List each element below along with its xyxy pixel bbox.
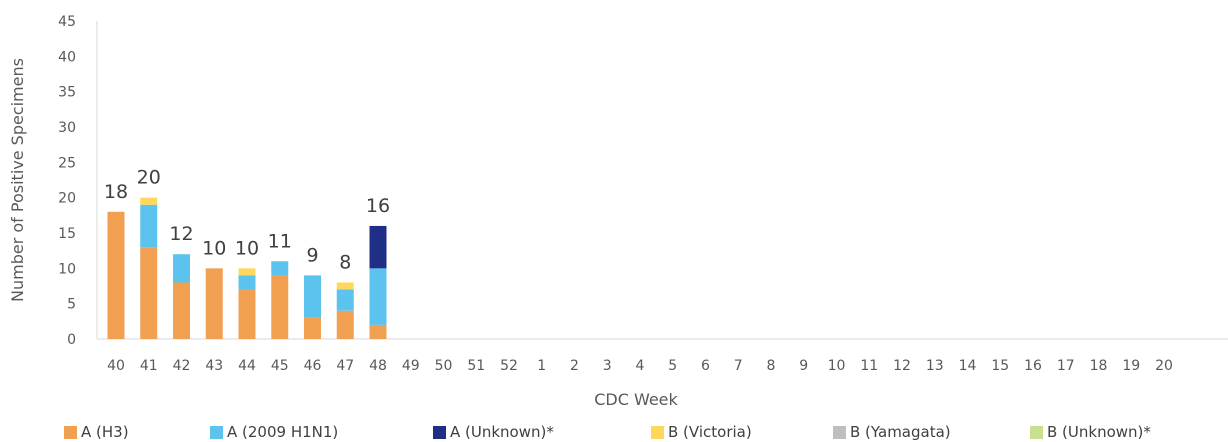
bars [107, 197, 387, 339]
bar-segment [271, 275, 289, 339]
bar-segment [238, 289, 256, 339]
bar-segment [304, 317, 321, 339]
legend-label: A (Unknown)* [450, 423, 554, 441]
legend-swatch [1030, 425, 1043, 439]
bar-segment [238, 268, 256, 276]
y-tick-label: 25 [58, 155, 76, 171]
bar-total-labels: 18 20 12 10 10 11 9 8 16 [104, 167, 390, 274]
x-tick-label: 42 [173, 358, 191, 374]
x-tick-label: 51 [467, 358, 485, 374]
bar-segment [336, 289, 354, 311]
x-tick-label: 17 [1057, 358, 1075, 374]
bar-segment [140, 247, 158, 339]
bar-segment [369, 225, 387, 269]
y-tick-label: 20 [58, 191, 76, 207]
legend-label: A (H3) [81, 423, 129, 441]
legend-swatch [210, 425, 223, 439]
x-tick-label: 10 [828, 358, 846, 374]
bar-segment [369, 268, 387, 325]
y-tick-label: 15 [58, 226, 76, 242]
bar-total-label: 10 [235, 237, 259, 259]
bar-segment [271, 261, 289, 276]
x-tick-label: 2 [570, 358, 579, 374]
x-tick-label: 18 [1090, 358, 1108, 374]
bar-segment [173, 254, 190, 283]
x-tick-label: 9 [799, 358, 808, 374]
y-axis-ticks: 0 5 10 15 20 25 30 35 40 45 [58, 14, 76, 348]
y-tick-label: 0 [67, 332, 76, 348]
legend-item: B (Unknown)* [1030, 423, 1151, 441]
x-tick-label: 4 [636, 358, 645, 374]
bar-total-label: 9 [306, 244, 318, 266]
legend: A (H3) A (2009 H1N1) A (Unknown)* B (Victor… [64, 423, 1228, 442]
y-tick-label: 35 [58, 85, 76, 101]
bar-segment [238, 275, 256, 290]
bar-total-label: 16 [366, 195, 390, 217]
x-tick-label: 5 [668, 358, 677, 374]
legend-label: B (Victoria) [668, 423, 752, 441]
legend-label: B (Unknown)* [1047, 423, 1151, 441]
x-tick-label: 15 [991, 358, 1009, 374]
x-tick-label: 7 [734, 358, 743, 374]
x-tick-label: 43 [205, 358, 223, 374]
bar-segment [336, 282, 354, 290]
x-axis-title: CDC Week [594, 390, 678, 409]
y-axis-title: Number of Positive Specimens [8, 58, 27, 302]
x-tick-label: 52 [500, 358, 518, 374]
x-tick-label: 3 [603, 358, 612, 374]
legend-swatch [433, 425, 446, 439]
bar-total-label: 20 [137, 167, 161, 189]
legend-label: A (2009 H1N1) [227, 423, 339, 441]
legend-swatch [64, 425, 77, 439]
x-tick-label: 41 [140, 358, 158, 374]
x-tick-label: 47 [336, 358, 354, 374]
bar-segment [140, 204, 158, 248]
x-tick-label: 49 [402, 358, 420, 374]
x-axis-ticks: 40 41 42 43 44 45 46 47 48 49 50 51 52 1 2 3 4 5 6 7 8 9 10 11 1… [107, 358, 1173, 374]
x-tick-label: 20 [1155, 358, 1173, 374]
x-tick-label: 50 [435, 358, 453, 374]
y-tick-label: 45 [58, 14, 76, 30]
bar-segment [140, 197, 158, 205]
x-tick-label: 19 [1122, 358, 1140, 374]
x-tick-label: 16 [1024, 358, 1042, 374]
y-tick-label: 30 [58, 120, 76, 136]
bar-segment [336, 310, 354, 339]
legend-item: A (H3) [64, 423, 129, 441]
bar-segment [304, 275, 321, 318]
x-tick-label: 12 [893, 358, 911, 374]
bar-segment [107, 211, 125, 339]
x-tick-label: 40 [107, 358, 125, 374]
legend-item: B (Yamagata) [833, 423, 951, 441]
bar-segment [173, 282, 190, 339]
legend-swatch [833, 425, 846, 439]
legend-item: B (Victoria) [651, 423, 752, 441]
bar-segment [369, 324, 387, 339]
bar-total-label: 11 [268, 230, 292, 252]
x-tick-label: 13 [926, 358, 944, 374]
bar-segment [205, 268, 223, 339]
legend-swatch [651, 425, 664, 439]
legend-item: A (2009 H1N1) [210, 423, 338, 441]
x-tick-label: 44 [238, 358, 256, 374]
legend-label: B (Yamagata) [850, 423, 951, 441]
x-tick-label: 1 [537, 358, 546, 374]
x-tick-label: 46 [304, 358, 322, 374]
x-tick-label: 45 [271, 358, 289, 374]
y-tick-label: 5 [67, 297, 76, 313]
y-tick-label: 10 [58, 261, 76, 277]
bar-total-label: 10 [202, 237, 226, 259]
legend-item: A (Unknown)* [433, 423, 554, 441]
x-tick-label: 48 [369, 358, 387, 374]
bar-total-label: 8 [339, 251, 351, 273]
x-tick-label: 6 [701, 358, 710, 374]
y-tick-label: 40 [58, 49, 76, 65]
x-tick-label: 8 [767, 358, 776, 374]
x-tick-label: 14 [959, 358, 977, 374]
bar-total-label: 12 [169, 223, 193, 245]
x-tick-label: 11 [860, 358, 878, 374]
bar-total-label: 18 [104, 181, 128, 203]
